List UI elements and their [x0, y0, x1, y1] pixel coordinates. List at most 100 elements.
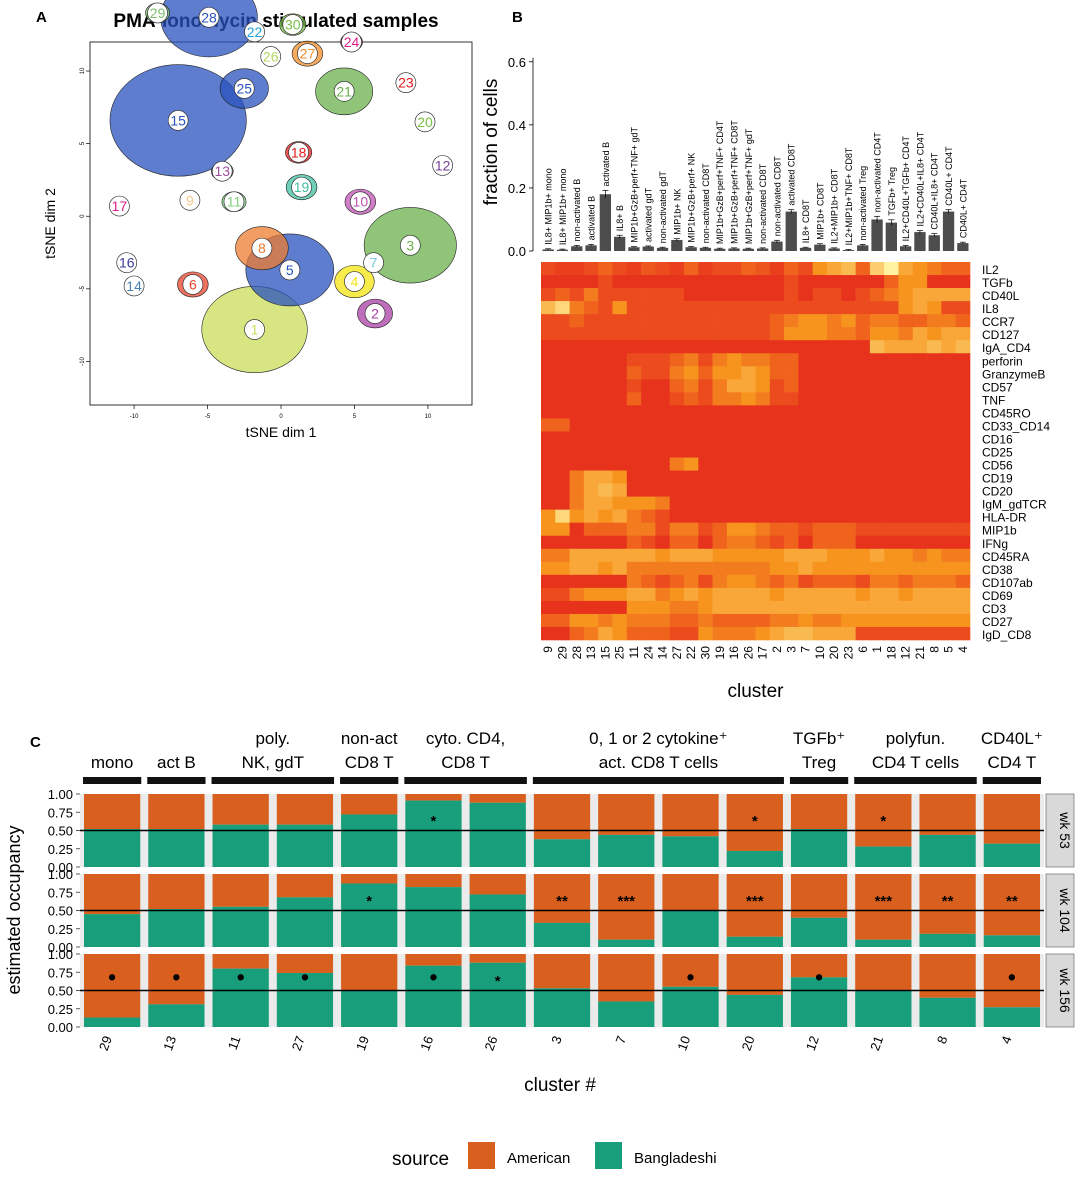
heat-cell: [798, 379, 813, 393]
occ-x-axis-label: cluster #: [524, 1075, 596, 1096]
heat-cell: [641, 275, 656, 289]
bar-bangladeshi-21: [855, 846, 912, 867]
cluster-label-circle-25: [233, 78, 255, 99]
heat-cell: [569, 509, 585, 523]
heat-cell: [955, 444, 971, 458]
bar-label: MIP1b+ NK: [672, 188, 682, 234]
heat-cell: [769, 340, 785, 354]
heat-cell: [769, 392, 785, 406]
cluster-label-circle-2: [364, 303, 386, 324]
bar-bangladeshi-8: [919, 933, 976, 947]
heat-cell: [841, 353, 856, 367]
heat-cell: [941, 392, 956, 406]
heat-cell: [641, 522, 656, 537]
heat-cell: [626, 418, 642, 432]
heat-cell: [684, 509, 699, 523]
heat-cell: [855, 275, 871, 289]
bar-american-10: [662, 874, 719, 911]
cluster-label-18: 18: [291, 144, 307, 160]
heat-cell: [912, 353, 928, 367]
heat-cell: [555, 301, 570, 315]
heat-cell: [769, 496, 785, 510]
heat-cell: [569, 444, 585, 458]
heat-cell: [884, 522, 899, 537]
bar-bangladeshi-13: [148, 829, 205, 867]
heat-cell: [641, 340, 656, 354]
heat-cell: [698, 470, 713, 484]
heat-cell: [898, 327, 914, 341]
cluster-label-16: 16: [119, 255, 135, 271]
bar-american-7: [598, 954, 655, 1002]
heat-cell: [784, 587, 799, 602]
heat-cell: [669, 301, 685, 315]
heat-cell: [598, 314, 613, 328]
heat-cell: [541, 522, 556, 537]
heat-cell: [569, 366, 585, 380]
heat-cell: [598, 444, 613, 458]
heat-cell: [655, 340, 670, 354]
cluster-axis-label-28: 28: [570, 646, 584, 660]
heat-cell: [912, 431, 928, 445]
heat-cell: [612, 561, 628, 576]
heat-cell: [927, 457, 942, 471]
heat-cell: [726, 496, 742, 510]
significance-mark: •: [687, 964, 695, 989]
group-label-line2: act. CD8 T cells: [599, 753, 718, 772]
heat-cell: [741, 405, 756, 419]
bar-american-20: [726, 794, 783, 851]
group-bar-1: [147, 777, 206, 784]
heat-cell: [869, 405, 885, 419]
heat-cell: [741, 379, 756, 393]
heat-cell: [769, 535, 785, 550]
heat-cell: [755, 301, 771, 315]
heat-cell: [726, 431, 742, 445]
heat-cell: [955, 431, 971, 445]
heat-row-label-CD33_CD14: CD33_CD14: [982, 419, 1050, 433]
heat-cell: [955, 379, 971, 393]
heat-cell: [726, 470, 742, 484]
heat-cell: [541, 392, 556, 406]
heat-cell: [583, 626, 599, 641]
heat-cell: [841, 600, 856, 615]
significance-mark: •: [301, 964, 309, 989]
heat-cell: [626, 574, 642, 589]
heat-cell: [755, 444, 771, 458]
heat-cell: [784, 509, 799, 523]
heat-cell: [598, 379, 613, 393]
heat-cell: [898, 418, 914, 432]
heat-cell: [669, 340, 685, 354]
heat-cell: [541, 340, 556, 354]
significance-mark: ***: [746, 893, 764, 910]
heat-row-label-CD25: CD25: [982, 446, 1013, 460]
heat-cell: [912, 262, 928, 276]
heat-cell: [626, 483, 642, 497]
heat-cell: [798, 600, 813, 615]
heat-cell: [626, 613, 642, 628]
cluster-label-circle-14: [123, 275, 145, 297]
heat-cell: [669, 405, 685, 419]
group-label-line2: mono: [91, 753, 134, 772]
heat-cell: [712, 418, 728, 432]
heat-cell: [855, 418, 871, 432]
heat-cell: [669, 418, 685, 432]
heat-cell: [769, 600, 785, 615]
heat-cell: [598, 600, 613, 615]
heat-cell: [812, 340, 828, 354]
occ-cluster-label-8: 8: [934, 1034, 951, 1046]
heat-cell: [555, 470, 570, 484]
heat-cell: [626, 301, 642, 315]
heat-cell: [769, 613, 785, 628]
x-tick-label: 0: [279, 414, 283, 420]
significance-mark: **: [556, 893, 568, 910]
heat-cell: [827, 613, 842, 628]
heat-cell: [812, 587, 828, 602]
heat-cell: [698, 301, 713, 315]
cluster-label-4: 4: [351, 274, 359, 290]
cluster-label-25: 25: [236, 80, 252, 96]
heat-cell: [684, 574, 699, 589]
heat-cell: [755, 561, 771, 576]
heat-cell: [655, 314, 670, 328]
heat-cell: [698, 626, 713, 641]
heat-cell: [769, 314, 785, 328]
bar-6: [857, 245, 869, 251]
